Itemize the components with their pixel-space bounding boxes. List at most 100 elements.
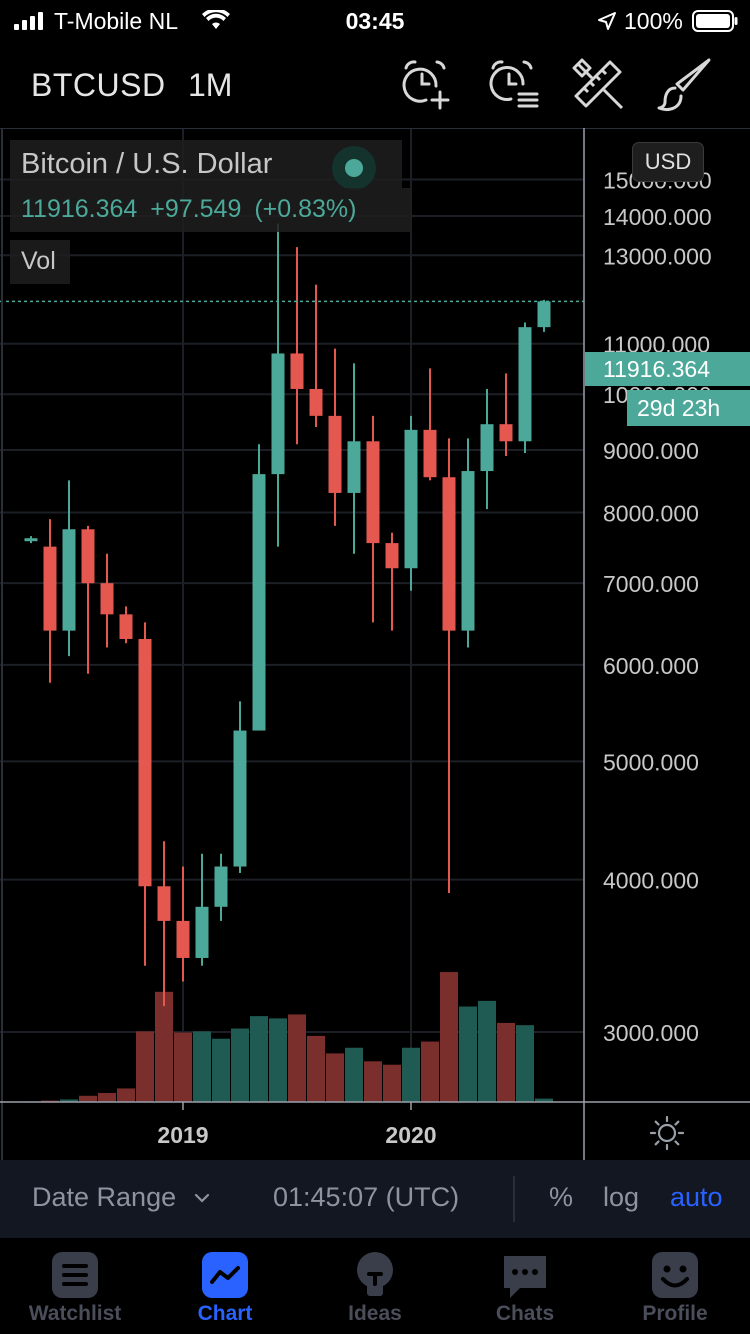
lightbulb-icon bbox=[357, 1252, 393, 1296]
tab-chats[interactable]: Chats bbox=[450, 1238, 600, 1334]
candle-body bbox=[271, 353, 285, 475]
location-arrow-icon bbox=[598, 12, 616, 30]
candle-body bbox=[442, 477, 456, 631]
candle-body bbox=[24, 538, 38, 542]
candle-body bbox=[214, 866, 228, 907]
volume-bar bbox=[269, 1018, 287, 1102]
x-tick-label: 2019 bbox=[157, 1122, 208, 1148]
battery-percent: 100% bbox=[624, 8, 683, 34]
legend-change: +97.549 bbox=[150, 195, 242, 223]
brush-icon[interactable] bbox=[655, 56, 711, 112]
date-range-button[interactable]: Date Range bbox=[32, 1182, 177, 1212]
y-tick-label: 6000.000 bbox=[603, 653, 699, 679]
currency-badge[interactable]: USD bbox=[632, 142, 704, 182]
y-tick-label: 5000.000 bbox=[603, 749, 699, 775]
drawing-tools-icon[interactable] bbox=[570, 56, 626, 112]
y-tick-label: 13000.000 bbox=[603, 243, 712, 269]
battery-icon bbox=[692, 10, 738, 32]
auto-scale-toggle[interactable]: auto bbox=[670, 1182, 723, 1212]
tab-watchlist[interactable]: Watchlist bbox=[0, 1238, 150, 1334]
candle-body bbox=[252, 474, 266, 731]
interval-button[interactable]: 1M bbox=[188, 67, 233, 103]
volume-bar bbox=[402, 1047, 420, 1102]
candle-body bbox=[518, 327, 532, 442]
candle-body bbox=[347, 441, 361, 493]
volume-bar bbox=[535, 1098, 553, 1102]
alarm-list-icon[interactable] bbox=[485, 56, 541, 112]
volume-bar bbox=[364, 1061, 382, 1102]
x-tick-label: 2020 bbox=[385, 1122, 436, 1148]
clock: 03:45 bbox=[345, 8, 405, 34]
volume-bar bbox=[497, 1022, 515, 1102]
list-icon bbox=[52, 1252, 98, 1298]
symbol-button[interactable]: BTCUSD bbox=[31, 67, 166, 103]
volume-bar bbox=[79, 1095, 97, 1102]
legend-volume-box: Vol bbox=[10, 240, 70, 284]
legend-title: Bitcoin / U.S. Dollar bbox=[21, 148, 273, 180]
legend-title-box: Bitcoin / U.S. Dollar bbox=[10, 140, 402, 190]
y-tick-label: 4000.000 bbox=[603, 868, 699, 894]
candle-body bbox=[43, 546, 57, 631]
legend-change-percent: (+0.83%) bbox=[254, 195, 357, 223]
candle-body bbox=[119, 614, 133, 639]
volume-bar bbox=[250, 1016, 268, 1102]
candlestick-chart[interactable]: 15000.00014000.00013000.00011000.0001000… bbox=[0, 128, 750, 1160]
volume-bar bbox=[383, 1064, 401, 1102]
chart-settings-icon[interactable] bbox=[649, 1115, 685, 1151]
volume-bar bbox=[440, 972, 458, 1102]
wifi-icon bbox=[202, 10, 230, 29]
y-tick-label: 7000.000 bbox=[603, 571, 699, 597]
tab-ideas[interactable]: Ideas bbox=[300, 1238, 450, 1334]
candle-body bbox=[461, 471, 475, 631]
volume-bar bbox=[345, 1047, 363, 1102]
chat-icon bbox=[504, 1256, 546, 1298]
candle-body bbox=[290, 353, 304, 389]
candle-body bbox=[195, 906, 209, 958]
utc-clock[interactable]: 01:45:07 (UTC) bbox=[273, 1182, 460, 1212]
tab-label: Ideas bbox=[348, 1302, 402, 1325]
market-status-dot bbox=[345, 159, 363, 177]
chart-control-bar: Date Range 01:45:07 (UTC) % log auto bbox=[0, 1160, 750, 1238]
top-toolbar: BTCUSD 1M bbox=[0, 40, 750, 128]
candle-body bbox=[233, 730, 247, 867]
tab-label: Profile bbox=[642, 1302, 708, 1325]
candle-body bbox=[81, 529, 95, 584]
status-bar: T-Mobile NL 03:45 100% bbox=[0, 0, 750, 40]
alarm-add-icon[interactable] bbox=[398, 56, 454, 112]
legend-volume-label[interactable]: Vol bbox=[21, 247, 56, 275]
volume-bar bbox=[288, 1014, 306, 1102]
tab-profile[interactable]: Profile bbox=[600, 1238, 750, 1334]
candle-body bbox=[385, 543, 399, 569]
y-tick-label: 8000.000 bbox=[603, 500, 699, 526]
legend-values: 11916.364 +97.549 (+0.83%) bbox=[21, 195, 362, 224]
percent-scale-toggle[interactable]: % bbox=[549, 1182, 574, 1212]
volume-bar bbox=[231, 1028, 249, 1102]
volume-bar bbox=[60, 1099, 78, 1102]
market-status-icon[interactable] bbox=[332, 146, 376, 190]
volume-bar bbox=[212, 1038, 230, 1102]
volume-bar bbox=[117, 1088, 135, 1102]
volume-bar bbox=[193, 1031, 211, 1102]
candle-body bbox=[328, 415, 342, 493]
volume-bar bbox=[98, 1092, 116, 1102]
volume-bar bbox=[326, 1053, 344, 1102]
candle-body bbox=[100, 583, 114, 615]
chevron-down-icon[interactable] bbox=[194, 1192, 210, 1204]
smiley-icon bbox=[652, 1252, 698, 1298]
bar-countdown-tag: 29d 23h bbox=[627, 390, 750, 426]
tab-label: Chats bbox=[495, 1302, 555, 1325]
tab-chart[interactable]: Chart bbox=[150, 1238, 300, 1334]
tab-label: Chart bbox=[197, 1302, 253, 1325]
last-price-tag: 11916.364 bbox=[585, 352, 750, 386]
legend-last-price: 11916.364 bbox=[21, 195, 138, 223]
chart-area[interactable]: 15000.00014000.00013000.00011000.0001000… bbox=[0, 128, 750, 1160]
candle-body bbox=[138, 638, 152, 887]
separator bbox=[513, 1176, 515, 1222]
volume-bar bbox=[155, 991, 173, 1102]
candle-body bbox=[176, 920, 190, 958]
y-tick-label: 9000.000 bbox=[603, 438, 699, 464]
volume-bar bbox=[307, 1035, 325, 1102]
y-tick-label: 14000.000 bbox=[603, 204, 712, 230]
log-scale-toggle[interactable]: log bbox=[603, 1182, 640, 1212]
volume-bar bbox=[174, 1032, 192, 1102]
